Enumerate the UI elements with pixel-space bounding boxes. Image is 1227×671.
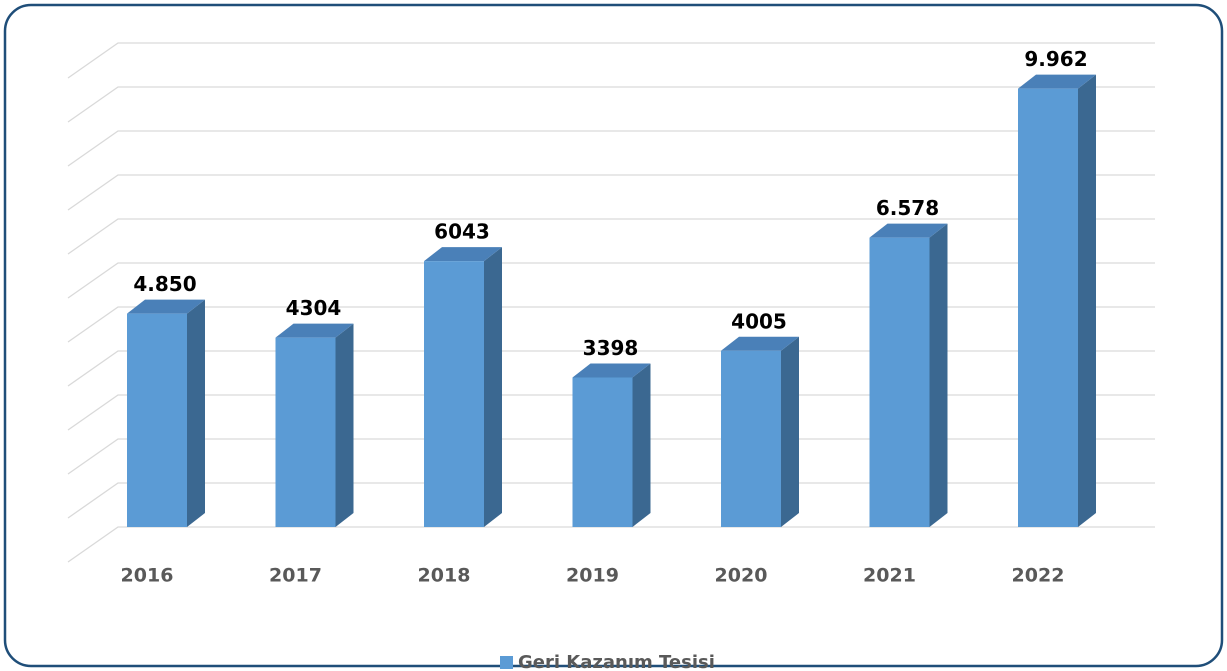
bar-side: [781, 336, 799, 527]
bar-front: [869, 237, 930, 527]
bar-top: [1018, 74, 1096, 89]
bar: [127, 299, 205, 527]
grid-line: [67, 174, 1155, 211]
grid-line: [67, 42, 1155, 79]
bar-top: [424, 247, 502, 262]
bar-side: [929, 223, 948, 527]
x-tick-label: 2021: [863, 565, 916, 587]
bar-front: [1018, 88, 1078, 527]
x-tick-label: 2016: [121, 565, 174, 587]
x-tick-label: 2017: [269, 565, 322, 587]
bar-side: [335, 323, 354, 527]
data-label: 6.578: [876, 196, 939, 220]
bar-front: [127, 313, 187, 527]
bar-front: [572, 377, 633, 527]
legend-label: Geri Kazanım Tesisi: [518, 652, 715, 671]
bar-front: [424, 261, 484, 527]
data-label: 4.850: [133, 272, 196, 296]
grid-line: [67, 482, 1155, 519]
bar-top: [572, 363, 651, 378]
x-tick-label: 2019: [566, 565, 619, 587]
legend-swatch: [500, 656, 513, 669]
data-label: 3398: [583, 336, 639, 360]
bar-side: [484, 247, 502, 527]
x-tick-label: 2018: [418, 565, 471, 587]
grid-line: [67, 306, 1155, 343]
bar-front: [721, 350, 781, 527]
grid-line: [67, 262, 1155, 299]
grid-line: [67, 526, 1155, 563]
bar: [424, 247, 502, 527]
grid-line: [67, 394, 1155, 431]
x-tick-label: 2020: [715, 565, 768, 587]
grid-line: [67, 438, 1155, 475]
grid-line: [67, 130, 1155, 167]
grid-line: [67, 218, 1155, 255]
bar-side: [1078, 74, 1096, 527]
data-label: 4005: [731, 309, 787, 333]
data-label: 6043: [434, 220, 490, 244]
grid-line: [67, 86, 1155, 123]
bar: [869, 223, 948, 527]
grid-line: [67, 350, 1155, 387]
bar-top: [869, 223, 948, 238]
bar-side: [632, 363, 651, 527]
bar: [721, 336, 799, 527]
bar: [275, 323, 354, 527]
x-tick-label: 2022: [1012, 565, 1065, 587]
bar: [1018, 74, 1096, 527]
bar: [572, 363, 651, 527]
bar-side: [187, 299, 205, 527]
data-label: 4304: [286, 296, 342, 320]
bar-front: [275, 337, 336, 527]
bar-top: [127, 299, 205, 314]
bar-top: [275, 323, 354, 338]
bar-top: [721, 336, 799, 351]
data-label: 9.962: [1024, 47, 1087, 71]
